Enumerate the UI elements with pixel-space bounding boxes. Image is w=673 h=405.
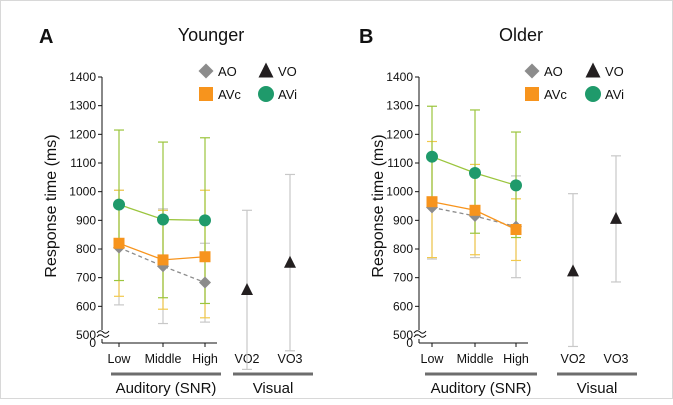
y-tick-label: 1400	[386, 70, 413, 84]
x-tick-label: Middle	[145, 352, 182, 366]
legend-marker-avc	[199, 87, 213, 101]
panel-title: Younger	[178, 25, 244, 45]
x-tick-label: Low	[108, 352, 132, 366]
y-tick-label: 1200	[69, 127, 96, 141]
y-tick-label: 1000	[386, 185, 413, 199]
legend-marker-avi	[585, 86, 601, 102]
legend-marker-ao	[524, 63, 540, 79]
group-label: Visual	[253, 380, 294, 397]
y-tick-label: 800	[76, 242, 96, 256]
data-point-avc	[113, 237, 125, 249]
group-label: Visual	[577, 380, 618, 397]
panel-title: Older	[499, 25, 543, 45]
y-tick-label: 1000	[69, 185, 96, 199]
y-tick-label: 900	[393, 213, 413, 227]
data-point-vo	[610, 211, 622, 224]
data-point-avc	[157, 254, 169, 266]
legend-label-avi: AVi	[278, 87, 297, 102]
data-point-ao	[199, 276, 211, 289]
y-origin-label: 0	[406, 336, 413, 350]
legend-marker-vo	[585, 62, 601, 78]
series-line-ao	[118, 246, 206, 284]
y-tick-label: 1100	[387, 156, 413, 170]
data-point-vo	[241, 282, 253, 295]
data-point-avi	[469, 167, 481, 180]
x-tick-label: VO2	[560, 352, 585, 366]
y-tick-label: 800	[393, 242, 413, 256]
legend-label-avc: AVc	[218, 87, 241, 102]
y-tick-label: 700	[393, 271, 413, 285]
y-tick-label: 1300	[386, 99, 413, 113]
group-label: Auditory (SNR)	[116, 380, 217, 397]
panel-letter: B	[359, 26, 373, 48]
legend-marker-ao	[198, 63, 214, 79]
panel-letter: A	[39, 26, 53, 48]
x-tick-label: High	[503, 352, 529, 366]
axis-break	[96, 330, 110, 338]
data-point-avc	[469, 204, 481, 216]
y-tick-label: 900	[76, 213, 96, 227]
y-tick-label: 600	[76, 299, 96, 313]
data-point-avi	[426, 150, 438, 163]
data-point-avi	[199, 214, 211, 227]
chart-panel-a: A Younger 500 600 700 800 900 1000 1100 1200 1300 1…	[39, 25, 313, 397]
x-tick-label: Middle	[457, 352, 494, 366]
data-point-avi	[157, 213, 169, 226]
y-axis-label: Response time (ms)	[370, 134, 387, 277]
data-point-avc	[426, 196, 438, 208]
data-point-avi	[510, 179, 522, 192]
legend-label-avi: AVi	[605, 87, 624, 102]
y-tick-label: 500	[393, 328, 413, 342]
legend-marker-avi	[258, 86, 274, 102]
y-tick-label: 1400	[69, 70, 96, 84]
y-tick-label: 1100	[70, 156, 96, 170]
legend-marker-avc	[525, 87, 539, 101]
group-label: Auditory (SNR)	[431, 380, 532, 397]
legend-label-vo: VO	[278, 64, 297, 79]
y-tick-label: 600	[393, 299, 413, 313]
y-axis-label: Response time (ms)	[43, 134, 60, 277]
y-tick-label: 700	[76, 271, 96, 285]
legend-label-avc: AVc	[544, 87, 567, 102]
data-point-vo	[567, 264, 579, 277]
data-point-avc	[510, 224, 522, 236]
legend-marker-vo	[258, 62, 274, 78]
x-tick-label: Low	[421, 352, 445, 366]
data-point-avc	[199, 251, 211, 263]
y-tick-label: 500	[76, 328, 96, 342]
y-tick-label: 1200	[386, 127, 413, 141]
y-tick-label: 1300	[69, 99, 96, 113]
legend-label-ao: AO	[544, 64, 563, 79]
axis-break	[413, 330, 427, 338]
x-tick-label: High	[192, 352, 218, 366]
data-point-avi	[113, 198, 125, 211]
x-tick-label: VO3	[603, 352, 628, 366]
data-point-vo	[284, 255, 296, 268]
x-tick-label: VO3	[277, 352, 302, 366]
chart-panel-b: B Older 500 600 700 800 900 1000 1100 1200 1300 140…	[359, 25, 637, 397]
legend-label-vo: VO	[605, 64, 624, 79]
legend-label-ao: AO	[218, 64, 237, 79]
y-origin-label: 0	[89, 336, 96, 350]
